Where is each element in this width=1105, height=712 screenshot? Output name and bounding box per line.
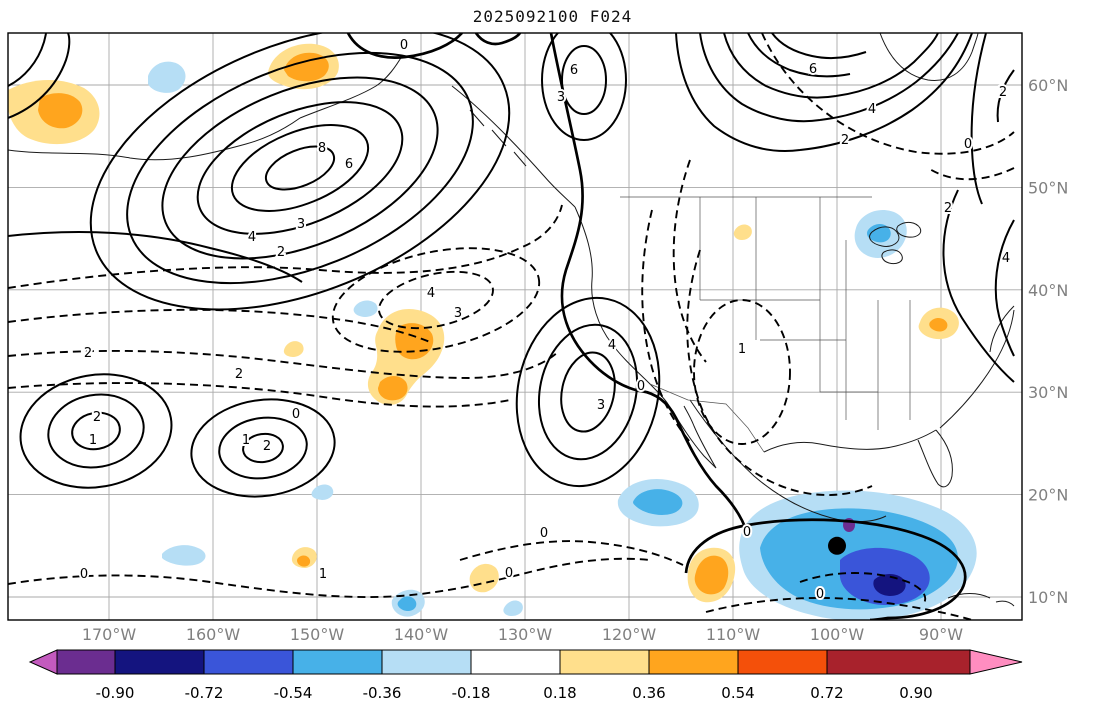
colorbar-tick-label: -0.54 xyxy=(274,684,313,702)
contour-label: 2 xyxy=(277,245,285,260)
contour-label: 1 xyxy=(319,567,327,582)
colorbar-under-arrow xyxy=(28,649,58,675)
colorbar-tick-label: 0.36 xyxy=(632,684,665,702)
contour-label: 0 xyxy=(80,567,88,582)
latitude-tick-labels: 10°N 20°N 30°N 40°N 50°N 60°N xyxy=(1028,76,1068,607)
colorbar-segment xyxy=(826,649,971,675)
contour-lines-solid xyxy=(8,33,1015,498)
colorbar-tick-labels: -0.90 -0.72 -0.54 -0.36 -0.18 0.18 0.36 0.54 0.7… xyxy=(96,684,933,702)
map-frame xyxy=(7,32,1023,621)
colorbar-segment xyxy=(381,649,472,675)
y-tick-label: 50°N xyxy=(1028,178,1068,197)
contour-label: 0 xyxy=(743,525,751,540)
contour-label: 6 xyxy=(570,63,578,78)
contour-label: 0 xyxy=(292,407,300,422)
colorbar-tick-label: 0.90 xyxy=(899,684,932,702)
y-tick-label: 10°N xyxy=(1028,588,1068,607)
contour-label: 2 xyxy=(841,133,849,148)
contour-label: 2 xyxy=(999,85,1007,100)
colorbar-tick-label: -0.36 xyxy=(363,684,402,702)
colorbar-segment xyxy=(737,649,828,675)
contour-label: 0 xyxy=(964,137,972,152)
colorbar-tick-label: 0.54 xyxy=(721,684,754,702)
storm-position-marker xyxy=(828,536,846,555)
colorbar-segments xyxy=(28,649,1023,675)
contour-label: 0 xyxy=(816,587,824,602)
x-tick-label: 170°W xyxy=(82,625,137,644)
contour-label: 4 xyxy=(1002,251,1010,266)
colorbar-segment xyxy=(470,649,561,675)
contour-label: 2 xyxy=(263,439,271,454)
colorbar-segment xyxy=(559,649,650,675)
x-tick-label: 140°W xyxy=(394,625,449,644)
colorbar-tick-label: 0.18 xyxy=(543,684,576,702)
x-tick-label: 120°W xyxy=(602,625,657,644)
contour-label: 6 xyxy=(809,62,817,77)
contour-lines-dashed xyxy=(8,33,1015,620)
chart-title: 2025092100 F024 xyxy=(472,7,633,26)
contour-label: 2 xyxy=(93,410,101,425)
colorbar-segment xyxy=(203,649,294,675)
x-tick-label: 110°W xyxy=(706,625,761,644)
x-tick-label: 150°W xyxy=(290,625,345,644)
storm-marker-group xyxy=(828,536,846,555)
contour-label: 1 xyxy=(738,342,746,357)
contour-label: 8 xyxy=(318,141,326,156)
colorbar-over-arrow xyxy=(969,649,1023,675)
y-tick-label: 30°N xyxy=(1028,383,1068,402)
contour-label: 3 xyxy=(297,217,305,232)
longitude-tick-labels: 170°W 160°W 150°W 140°W 130°W 120°W 110°W 100°W… xyxy=(82,625,963,644)
colorbar-segment xyxy=(648,649,739,675)
contour-label: 0 xyxy=(540,526,548,541)
x-tick-label: 160°W xyxy=(186,625,241,644)
y-tick-label: 60°N xyxy=(1028,76,1068,95)
colorbar-segment xyxy=(56,649,116,675)
x-tick-label: 100°W xyxy=(810,625,865,644)
contour-label: 4 xyxy=(248,230,256,245)
contour-label: 4 xyxy=(427,286,435,301)
contour-label: 2 xyxy=(944,201,952,216)
zero-contour-lines xyxy=(346,33,967,620)
y-tick-label: 40°N xyxy=(1028,281,1068,300)
contour-label: 4 xyxy=(608,338,616,353)
contour-label: 0 xyxy=(400,38,408,53)
colorbar-tick-label: -0.90 xyxy=(96,684,135,702)
contour-label: 3 xyxy=(557,90,565,105)
colorbar-tick-label: 0.72 xyxy=(810,684,843,702)
x-tick-label: 90°W xyxy=(919,625,963,644)
colorbar-segment xyxy=(292,649,383,675)
contour-label: 2 xyxy=(235,367,243,382)
contour-label: 1 xyxy=(242,433,250,448)
x-tick-label: 130°W xyxy=(498,625,553,644)
y-tick-label: 20°N xyxy=(1028,486,1068,505)
colorbar-tick-label: -0.18 xyxy=(452,684,491,702)
colorbar: -0.90 -0.72 -0.54 -0.36 -0.18 0.18 0.36 0.54 0.7… xyxy=(28,649,1023,702)
contour-label: 3 xyxy=(597,398,605,413)
colorbar-segment xyxy=(114,649,205,675)
colorbar-tick-label: -0.72 xyxy=(185,684,224,702)
contour-label: 6 xyxy=(345,157,353,172)
contour-label: 4 xyxy=(868,102,876,117)
contour-label: 0 xyxy=(505,566,513,581)
contour-label: 1 xyxy=(89,433,97,448)
contour-label: 2 xyxy=(84,346,92,361)
contour-label: 3 xyxy=(454,306,462,321)
contour-label: 0 xyxy=(637,379,645,394)
